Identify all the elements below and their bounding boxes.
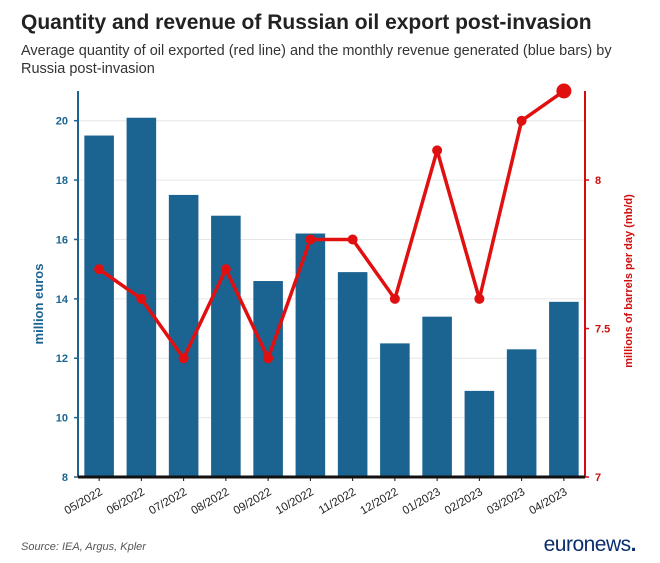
x-tick-label: 05/2022 [63, 486, 105, 517]
x-tick-label: 06/2022 [105, 486, 147, 517]
quantity-point [263, 353, 274, 364]
quantity-line [94, 83, 572, 364]
quantity-point [389, 293, 400, 304]
chart-subtitle: Average quantity of oil exported (red li… [21, 43, 612, 77]
right-tick-label: 7 [595, 472, 601, 484]
revenue-bar [337, 272, 368, 477]
x-tick-label: 09/2022 [232, 486, 274, 517]
quantity-line-path [98, 89, 565, 360]
revenue-bar [464, 390, 495, 477]
revenue-bar [549, 301, 579, 477]
revenue-bar [422, 316, 452, 477]
quantity-point [136, 293, 147, 304]
right-tick-label: 7.5 [595, 324, 610, 336]
left-axis-title: million euros [31, 264, 46, 345]
brand-name: euronews [543, 533, 632, 556]
revenue-bars [84, 117, 579, 478]
quantity-point [556, 83, 572, 99]
x-tick-label: 01/2023 [401, 486, 443, 517]
axes [74, 91, 589, 481]
revenue-bar [295, 233, 326, 477]
brand-dot: . [630, 533, 637, 556]
left-tick-label: 18 [56, 175, 68, 187]
quantity-point [347, 234, 358, 245]
quantity-point [94, 264, 105, 275]
x-tick-label: 10/2022 [274, 486, 316, 517]
quantity-point [178, 353, 189, 364]
quantity-point [516, 115, 527, 126]
left-tick-label: 8 [62, 472, 68, 484]
x-tick-label: 07/2022 [147, 486, 189, 517]
x-tick-label: 12/2022 [358, 486, 400, 517]
revenue-bar [84, 135, 114, 478]
x-tick-label: 02/2023 [443, 486, 485, 517]
quantity-point [305, 234, 316, 245]
source-note: Source: IEA, Argus, Kpler [21, 541, 146, 553]
quantity-point [474, 293, 485, 304]
x-tick-label: 11/2022 [317, 486, 358, 517]
right-axis-title: millions of barrels per day (mb/d) [623, 194, 635, 368]
right-tick-label: 8 [595, 175, 601, 187]
quantity-point [220, 264, 231, 275]
x-tick-label: 03/2023 [485, 486, 527, 517]
revenue-bar [506, 349, 537, 477]
left-tick-label: 10 [56, 413, 68, 425]
revenue-bar [211, 215, 241, 477]
left-tick-label: 20 [56, 116, 68, 128]
x-tick-label: 08/2022 [189, 486, 231, 517]
quantity-point [432, 145, 443, 156]
x-tick-label: 04/2023 [527, 486, 569, 517]
left-tick-label: 16 [56, 234, 68, 246]
revenue-bar [380, 343, 410, 477]
left-tick-label: 14 [56, 294, 69, 306]
left-tick-label: 12 [56, 353, 68, 365]
revenue-bar [253, 281, 283, 477]
euronews-logo: euronews. [543, 533, 637, 557]
chart-title: Quantity and revenue of Russian oil expo… [21, 11, 592, 34]
